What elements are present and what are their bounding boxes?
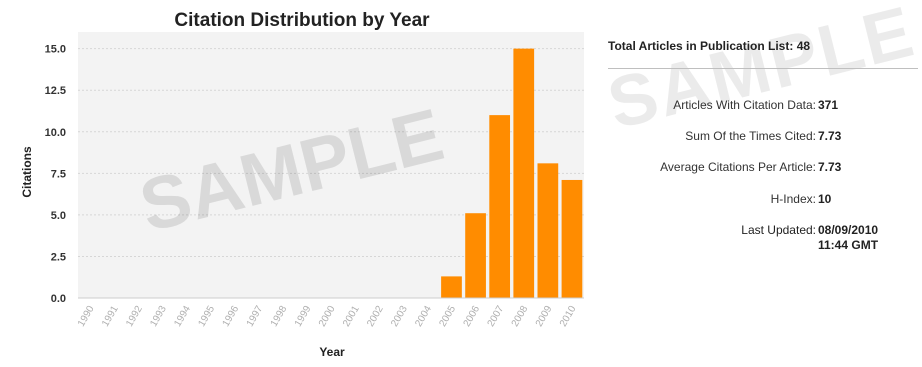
stat-label: Average Citations Per Article: (660, 160, 816, 174)
x-tick-label: 1994 (172, 304, 193, 329)
stat-value: 7.73 (818, 160, 842, 174)
x-axis-ticks: 1990 1991 1992 1993 1994 1995 1996 1997 1998 1999… (76, 304, 579, 329)
stat-value: 08/09/2010 (818, 223, 879, 237)
bar-2008 (513, 48, 535, 298)
x-tick-label: 2001 (341, 304, 362, 329)
x-tick-label: 1990 (76, 304, 97, 329)
x-tick-label: 1997 (245, 304, 266, 329)
x-tick-label: 2008 (510, 304, 531, 329)
y-axis-label: Citations (20, 146, 34, 198)
x-tick-label: 1996 (221, 304, 242, 329)
stat-label: Articles With Citation Data: (673, 98, 816, 112)
chart-title: Citation Distribution by Year (174, 10, 430, 31)
bar-2005 (441, 276, 462, 298)
y-tick-label: 0.0 (51, 293, 66, 305)
stats-divider (608, 68, 918, 69)
x-tick-label: 1991 (100, 304, 121, 329)
total-articles-label: Total Articles in Publication List: (608, 39, 794, 53)
x-tick-label: 2005 (437, 304, 458, 329)
stat-value: 10 (818, 192, 832, 206)
bar-series (441, 48, 583, 298)
y-tick-label: 12.5 (45, 85, 66, 97)
x-tick-label: 1998 (269, 304, 290, 329)
y-axis-ticks: 0.0 2.5 5.0 7.5 10.0 12.5 15.0 (45, 44, 66, 305)
x-tick-label: 2002 (365, 304, 386, 329)
x-axis-label: Year (319, 345, 345, 359)
x-tick-label: 1995 (196, 304, 217, 329)
x-tick-label: 1993 (148, 304, 169, 329)
stat-label: Last Updated: (741, 223, 816, 237)
bar-2010 (561, 179, 583, 298)
x-tick-label: 2000 (317, 304, 338, 329)
y-tick-label: 5.0 (51, 210, 66, 222)
stat-value: 7.73 (818, 129, 842, 143)
total-articles: Total Articles in Publication List: 48 (608, 39, 810, 53)
stat-label: H-Index: (770, 192, 816, 206)
x-tick-label: 2010 (558, 304, 579, 329)
x-tick-label: 2003 (389, 304, 410, 329)
stat-label: Sum Of the Times Cited: (685, 129, 816, 143)
chart-gridlines (78, 48, 584, 257)
x-tick-label: 1992 (124, 304, 145, 329)
y-tick-label: 2.5 (51, 251, 66, 263)
last-updated-time: 11:44 GMT (818, 238, 879, 252)
y-tick-label: 15.0 (45, 44, 66, 56)
x-tick-label: 2004 (413, 304, 434, 329)
bar-2009 (537, 163, 559, 298)
citation-chart: Citation Distribution by Year 0.0 2.5 5.0 7… (20, 10, 584, 359)
bar-2006 (465, 213, 486, 298)
bar-2007 (489, 115, 511, 298)
y-tick-label: 7.5 (51, 168, 66, 180)
x-tick-label: 1999 (293, 304, 314, 329)
x-tick-label: 2007 (486, 304, 507, 329)
x-tick-label: 2006 (462, 304, 483, 329)
total-articles-value: 48 (796, 39, 811, 53)
citation-stats-panel: Total Articles in Publication List: 48 A… (608, 0, 918, 367)
stat-value: 371 (818, 98, 839, 112)
x-tick-label: 2009 (534, 304, 555, 329)
y-tick-label: 10.0 (45, 127, 66, 139)
